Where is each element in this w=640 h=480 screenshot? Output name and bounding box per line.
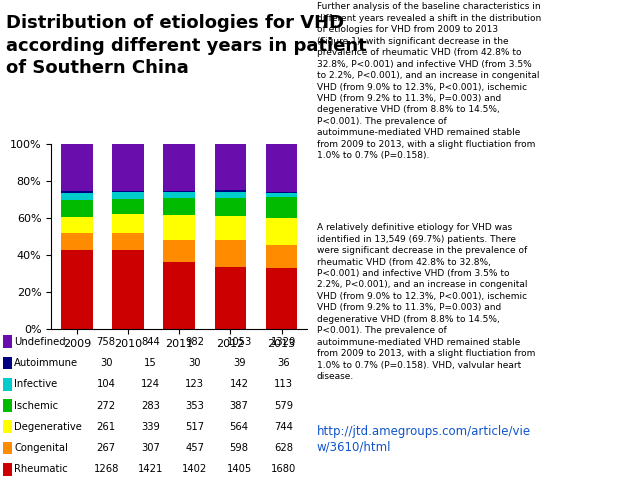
Text: 982: 982 xyxy=(186,337,204,347)
Bar xyxy=(61,250,93,329)
Text: 15: 15 xyxy=(144,358,157,368)
Bar xyxy=(112,144,144,191)
Text: 104: 104 xyxy=(97,379,116,389)
Bar xyxy=(214,216,246,240)
Text: 758: 758 xyxy=(97,337,116,347)
Bar xyxy=(112,250,144,329)
Bar xyxy=(214,267,246,329)
Text: 124: 124 xyxy=(141,379,160,389)
Text: 1402: 1402 xyxy=(182,464,207,474)
Text: 844: 844 xyxy=(141,337,160,347)
Text: 30: 30 xyxy=(189,358,201,368)
Bar xyxy=(61,193,93,200)
Bar xyxy=(266,192,298,193)
Text: Undefined: Undefined xyxy=(14,337,66,347)
Text: 1421: 1421 xyxy=(138,464,163,474)
Text: Autoimmune: Autoimmune xyxy=(14,358,78,368)
Text: 387: 387 xyxy=(230,401,248,410)
Text: 457: 457 xyxy=(186,443,204,453)
Text: 113: 113 xyxy=(274,379,293,389)
Bar xyxy=(112,191,144,192)
Bar xyxy=(112,233,144,250)
Bar xyxy=(214,240,246,267)
Bar xyxy=(266,197,298,218)
Text: 39: 39 xyxy=(233,358,246,368)
Text: 1268: 1268 xyxy=(93,464,119,474)
FancyBboxPatch shape xyxy=(3,463,12,476)
Text: Further analysis of the baseline characteristics in
different years revealed a s: Further analysis of the baseline charact… xyxy=(317,2,541,160)
FancyBboxPatch shape xyxy=(3,399,12,412)
Bar xyxy=(163,262,195,329)
Text: Degenerative: Degenerative xyxy=(14,422,82,432)
Bar xyxy=(112,214,144,233)
Text: 1405: 1405 xyxy=(227,464,252,474)
FancyBboxPatch shape xyxy=(3,378,12,391)
Bar xyxy=(61,192,93,193)
Text: Congenital: Congenital xyxy=(14,443,68,453)
Bar xyxy=(112,199,144,214)
Text: 267: 267 xyxy=(97,443,116,453)
Text: Distribution of etiologies for VHD
according different years in patient
of South: Distribution of etiologies for VHD accor… xyxy=(6,14,367,77)
Text: A relatively definitive etiology for VHD was
identified in 13,549 (69.7%) patien: A relatively definitive etiology for VHD… xyxy=(317,223,535,381)
Text: Infective: Infective xyxy=(14,379,58,389)
Text: 1320: 1320 xyxy=(271,337,296,347)
Text: Rheumatic: Rheumatic xyxy=(14,464,68,474)
Bar xyxy=(163,192,195,198)
Bar xyxy=(266,218,298,245)
Text: 598: 598 xyxy=(230,443,249,453)
Text: 744: 744 xyxy=(274,422,293,432)
Bar xyxy=(214,192,246,198)
Text: 30: 30 xyxy=(100,358,113,368)
Text: 272: 272 xyxy=(97,401,116,410)
Text: 339: 339 xyxy=(141,422,160,432)
Bar xyxy=(266,268,298,329)
Text: Ischemic: Ischemic xyxy=(14,401,58,410)
Bar xyxy=(163,198,195,215)
Bar xyxy=(266,245,298,268)
Bar xyxy=(266,144,298,192)
Bar xyxy=(163,215,195,240)
Bar xyxy=(61,216,93,233)
Text: 123: 123 xyxy=(186,379,204,389)
Bar xyxy=(163,191,195,192)
Bar xyxy=(266,193,298,197)
Bar xyxy=(214,191,246,192)
Bar xyxy=(61,233,93,250)
Text: 142: 142 xyxy=(230,379,249,389)
Text: 1053: 1053 xyxy=(227,337,252,347)
Text: 517: 517 xyxy=(185,422,204,432)
Text: http://jtd.amegroups.com/article/vie
w/3610/html: http://jtd.amegroups.com/article/vie w/3… xyxy=(317,425,531,454)
Text: 307: 307 xyxy=(141,443,160,453)
Bar xyxy=(61,144,93,192)
Text: 579: 579 xyxy=(274,401,293,410)
Text: 261: 261 xyxy=(97,422,116,432)
Bar xyxy=(112,192,144,199)
FancyBboxPatch shape xyxy=(3,442,12,455)
Text: 628: 628 xyxy=(274,443,293,453)
FancyBboxPatch shape xyxy=(3,357,12,370)
Text: 353: 353 xyxy=(186,401,204,410)
Text: 36: 36 xyxy=(277,358,290,368)
Bar xyxy=(163,240,195,262)
Text: 1680: 1680 xyxy=(271,464,296,474)
Bar xyxy=(61,200,93,216)
Text: 564: 564 xyxy=(230,422,249,432)
Bar xyxy=(163,144,195,191)
FancyBboxPatch shape xyxy=(3,420,12,433)
Bar xyxy=(214,198,246,216)
Bar xyxy=(214,144,246,191)
FancyBboxPatch shape xyxy=(3,336,12,348)
Text: 283: 283 xyxy=(141,401,160,410)
